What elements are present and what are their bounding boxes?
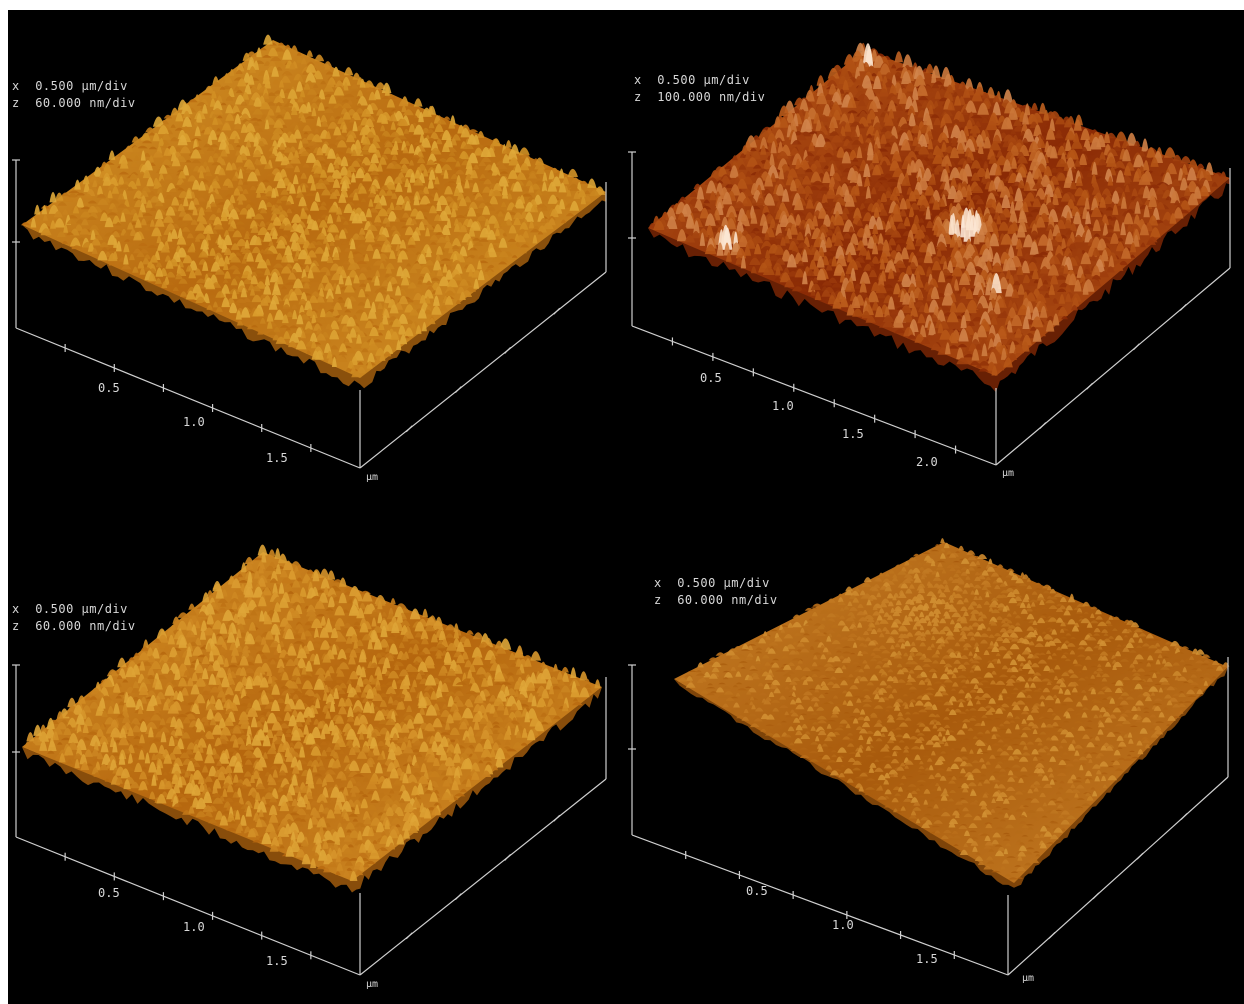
axes-box — [628, 657, 1229, 976]
axis-unit-label: µm — [1022, 973, 1034, 984]
figure-background: 0.5 1.0 1.5 µm x 0.500 µm/div z 60.000 nm/d… — [8, 10, 1244, 1004]
x-scale-value: 0.500 µm/div — [35, 79, 128, 93]
axis-unit-label: µm — [366, 979, 378, 990]
surface-grains — [648, 42, 1227, 376]
x-scale-label: x — [634, 73, 642, 87]
axis-unit-label: µm — [1002, 468, 1014, 479]
surface-plot-top-left: 0.5 1.0 1.5 µm — [12, 34, 607, 483]
x-scale-value: 0.500 µm/div — [657, 73, 750, 87]
afm-panel-top-right: 0.5 1.0 1.5 2.0 µm x 0.500 µm/div z 100.000 … — [624, 10, 1244, 507]
afm-panel-top-left: 0.5 1.0 1.5 µm x 0.500 µm/div z 60.000 nm/d… — [8, 10, 628, 507]
z-scale-label: z — [634, 90, 642, 104]
x-tick-label: 1.5 — [266, 451, 288, 465]
afm-panel-bottom-left: 0.5 1.0 1.5 µm x 0.500 µm/div z 60.000 nm/d… — [8, 507, 628, 1004]
x-scale-label: x — [654, 576, 662, 590]
x-scale-value: 0.500 µm/div — [677, 576, 770, 590]
z-scale-label: z — [12, 619, 20, 633]
x-tick-label: 2.0 — [916, 455, 938, 469]
x-tick-label: 0.5 — [746, 884, 768, 898]
z-scale-label: z — [654, 593, 662, 607]
z-scale-value: 60.000 nm/div — [35, 96, 136, 110]
x-scale-value: 0.500 µm/div — [35, 602, 128, 616]
axes-box — [628, 151, 1231, 466]
x-tick-label: 0.5 — [98, 381, 120, 395]
surface-plot-top-right: 0.5 1.0 1.5 2.0 µm — [628, 42, 1231, 479]
z-scale-value: 60.000 nm/div — [35, 619, 136, 633]
z-scale-label: z — [12, 96, 20, 110]
x-tick-label: 1.0 — [772, 399, 794, 413]
x-tick-label: 1.5 — [916, 952, 938, 966]
axes-box — [12, 159, 607, 469]
z-scale-value: 60.000 nm/div — [677, 593, 778, 607]
scale-legend: x 0.500 µm/div z 60.000 nm/div — [12, 78, 136, 112]
surface-grains — [677, 538, 1230, 880]
x-scale-label: x — [12, 602, 20, 616]
x-tick-label: 1.5 — [842, 427, 864, 441]
x-tick-label: 1.0 — [183, 415, 205, 429]
x-tick-label: 1.0 — [832, 918, 854, 932]
z-scale-value: 100.000 nm/div — [657, 90, 766, 104]
scale-legend: x 0.500 µm/div z 60.000 nm/div — [12, 601, 136, 635]
surface-plot-bottom-left: 0.5 1.0 1.5 µm — [12, 544, 607, 990]
afm-panel-bottom-right: 0.5 1.0 1.5 µm x 0.500 µm/div z 60.000 nm/d… — [624, 507, 1244, 1004]
x-tick-label: 0.5 — [700, 371, 722, 385]
axes-box — [12, 664, 607, 976]
scale-legend: x 0.500 µm/div z 100.000 nm/div — [634, 72, 765, 106]
surface-grains — [24, 544, 601, 881]
scale-legend: x 0.500 µm/div z 60.000 nm/div — [654, 575, 778, 609]
axis-unit-label: µm — [366, 472, 378, 483]
x-tick-label: 1.5 — [266, 954, 288, 968]
x-scale-label: x — [12, 79, 20, 93]
surface-plot-bottom-right: 0.5 1.0 1.5 µm — [628, 538, 1230, 984]
x-tick-label: 0.5 — [98, 886, 120, 900]
x-tick-label: 1.0 — [183, 920, 205, 934]
surface-grains — [21, 34, 606, 378]
